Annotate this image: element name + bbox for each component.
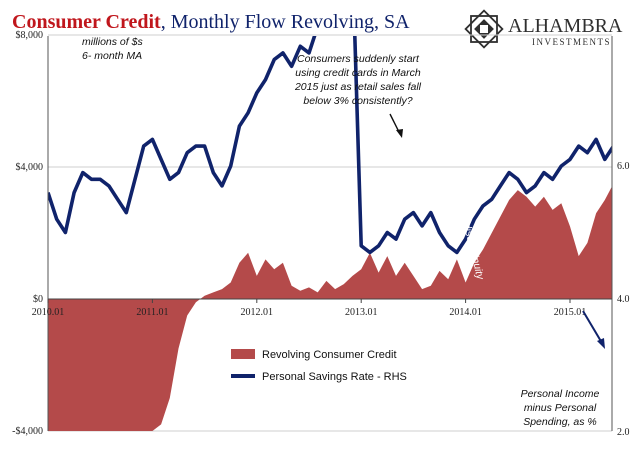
- revolving-credit-area: [48, 186, 612, 431]
- logo-sub: INVESTMENTS: [532, 37, 611, 47]
- y-right-tick-label: 6.0: [617, 161, 630, 172]
- y-left-tick-label: $8,000: [16, 30, 44, 41]
- y-right-tick-label: 4.0: [617, 294, 630, 305]
- tick-labels: 2010.01 2011.01 2012.01 2013.01 2014.01 2015.…: [12, 30, 630, 438]
- units-line-2: 6- month MA: [82, 50, 142, 62]
- title-rest: , Monthly Flow Revolving, SA: [161, 11, 410, 33]
- income-line-3: Spending, as %: [523, 416, 597, 428]
- x-tick-label: 2012.01: [241, 307, 274, 318]
- legend-line-label: Personal Savings Rate - RHS: [262, 371, 407, 383]
- savings-rate-line: [48, 36, 612, 255]
- title-main: Consumer Credit: [12, 11, 161, 33]
- trend-arrow: [582, 310, 605, 349]
- trend-arrowhead-icon: [597, 338, 605, 349]
- revolving-credit-area-path: [48, 186, 612, 431]
- units-line-1: millions of $s: [82, 36, 143, 48]
- chart-title: Consumer Credit, Monthly Flow Revolving,…: [12, 11, 410, 33]
- logo-name: ALHAMBRA: [508, 15, 623, 37]
- x-tick-label: 2011.01: [136, 307, 168, 318]
- callout-arrowhead-icon: [396, 129, 403, 138]
- trend-arrow-line: [582, 310, 603, 344]
- x-tick-label: 2015.01: [554, 307, 587, 318]
- units-note: millions of $s 6- month MA: [82, 36, 143, 62]
- axes: [47, 36, 613, 431]
- legend-area-label: Revolving Consumer Credit: [262, 349, 397, 361]
- income-note: Personal Income minus Personal Spending,…: [521, 388, 600, 428]
- logo-star-icon: [464, 9, 504, 49]
- legend: Revolving Consumer Credit Personal Savin…: [231, 349, 407, 383]
- x-tick-label: 2010.01: [32, 307, 65, 318]
- callout-note: Consumers suddenly start using credit ca…: [294, 53, 422, 138]
- legend-area-swatch: [231, 349, 255, 359]
- callout-line-2: using credit cards in March: [295, 67, 421, 79]
- callout-line-4: below 3% consistently?: [303, 95, 412, 107]
- income-line-1: Personal Income: [521, 388, 600, 400]
- x-tick-label: 2014.01: [449, 307, 482, 318]
- savings-rate-line-path: [48, 36, 612, 255]
- y-right-tick-label: 2.0: [617, 427, 630, 438]
- y-left-tick-label: $4,000: [16, 162, 44, 173]
- income-line-2: minus Personal: [524, 402, 597, 414]
- callout-line-1: Consumers suddenly start: [297, 53, 420, 65]
- y-left-tick-label: $0: [33, 294, 43, 305]
- alhambra-logo: ALHAMBRA INVESTMENTS: [464, 9, 623, 49]
- x-tick-label: 2013.01: [345, 307, 378, 318]
- callout-line-3: 2015 just as retail sales fall: [294, 81, 422, 93]
- y-left-tick-label: -$4,000: [12, 426, 43, 437]
